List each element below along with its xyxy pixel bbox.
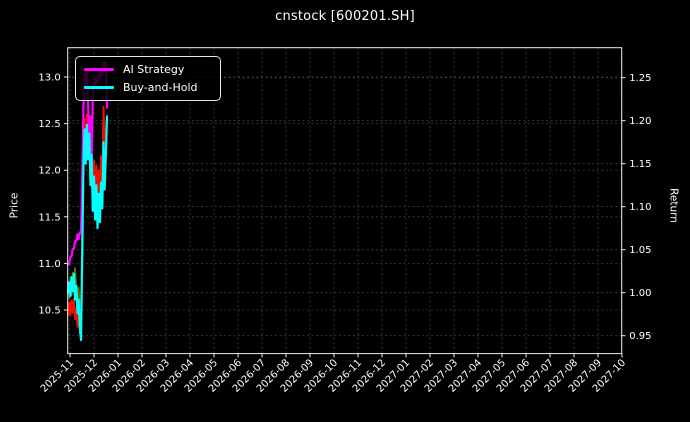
chart-title: cnstock [600201.SH] [275, 9, 415, 24]
left-axis-label: Price [8, 192, 21, 219]
svg-text:1.10: 1.10 [629, 202, 651, 213]
svg-text:12.0: 12.0 [38, 166, 60, 177]
svg-text:1.00: 1.00 [629, 288, 651, 299]
legend-label: Buy-and-Hold [123, 81, 198, 94]
legend: AI Strategy Buy-and-Hold [75, 56, 221, 101]
svg-text:1.25: 1.25 [629, 73, 651, 84]
legend-line-swatch [84, 68, 114, 71]
svg-text:1.20: 1.20 [629, 116, 651, 127]
legend-item-buy-and-hold: Buy-and-Hold [76, 81, 220, 94]
right-tick-labels: 1.25 1.20 1.15 1.10 1.05 1.00 0.95 [629, 73, 651, 342]
legend-label: AI Strategy [123, 63, 185, 76]
left-tick-labels: 13.0 12.5 12.0 11.5 11.0 10.5 [38, 73, 60, 317]
series-line-buy-and-hold [66, 115, 109, 342]
svg-text:0.95: 0.95 [629, 331, 651, 342]
legend-item-ai-strategy: AI Strategy [76, 63, 220, 76]
svg-text:12.5: 12.5 [38, 119, 60, 130]
right-axis-label: Return [667, 188, 680, 223]
svg-text:11.5: 11.5 [38, 212, 60, 223]
legend-line-swatch [84, 86, 114, 89]
svg-text:13.0: 13.0 [38, 73, 60, 84]
svg-text:11.0: 11.0 [38, 259, 60, 270]
tick-marks [63, 76, 626, 358]
plot-spines [67, 47, 623, 355]
svg-text:1.05: 1.05 [629, 245, 651, 256]
svg-text:1.15: 1.15 [629, 159, 651, 170]
svg-text:10.5: 10.5 [38, 306, 60, 317]
